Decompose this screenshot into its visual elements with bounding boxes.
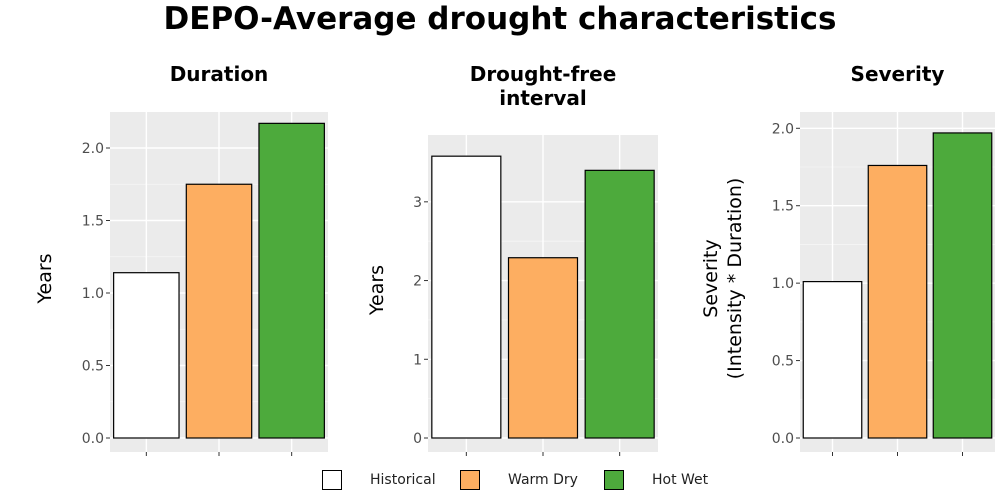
legend-key-warm-dry xyxy=(460,470,480,490)
legend-item-warm-dry: Warm Dry xyxy=(460,470,578,490)
panel-title: Severity xyxy=(851,62,945,86)
legend-label-hot-wet: Hot Wet xyxy=(652,472,709,488)
panel-title: Duration xyxy=(170,62,269,86)
legend-item-hot-wet: Hot Wet xyxy=(604,470,708,490)
bar-warm-dry xyxy=(185,183,253,439)
legend-item-historical: Historical xyxy=(322,470,436,490)
y-tick-label: 1 xyxy=(413,352,422,368)
bar-hot-wet xyxy=(932,132,993,439)
y-axis-label: Years xyxy=(34,253,56,304)
legend: Historical Warm Dry Hot Wet xyxy=(0,470,1000,496)
legend-label-historical: Historical xyxy=(370,472,436,488)
bar-warm-dry xyxy=(867,164,928,439)
y-axis-label: Years xyxy=(366,265,388,316)
y-tick-label: 1.5 xyxy=(82,214,104,230)
y-tick-label: 0 xyxy=(413,431,422,447)
charts-area: 0.0 0.5 1.0 1.5 2.0 Duration Years 0 1 2 3 Drought-… xyxy=(34,62,995,456)
y-tick-label: 0.5 xyxy=(82,359,104,375)
y-axis-label: Severity xyxy=(700,239,722,317)
y-tick-label: 1.0 xyxy=(82,286,104,302)
y-tick-label: 3 xyxy=(413,195,422,211)
bar-historical xyxy=(802,280,863,439)
bar-historical xyxy=(113,272,180,439)
panel-title: interval xyxy=(499,86,586,110)
bar-hot-wet xyxy=(584,169,655,439)
y-tick-label: 1.5 xyxy=(772,199,794,215)
legend-key-historical xyxy=(322,470,342,490)
y-tick-label: 0.0 xyxy=(82,431,104,447)
bar-historical xyxy=(431,155,502,439)
panel-title: Drought-free xyxy=(470,62,617,86)
page-title: DEPO-Average drought characteristics xyxy=(163,1,837,37)
panel-duration: 0.0 0.5 1.0 1.5 2.0 Duration Years xyxy=(34,62,328,456)
bar-warm-dry xyxy=(507,257,579,439)
legend-key-hot-wet xyxy=(604,470,624,490)
legend-label-warm-dry: Warm Dry xyxy=(508,472,578,488)
bar-hot-wet xyxy=(258,122,325,439)
y-tick-label: 2.0 xyxy=(82,141,104,157)
y-tick-label: 1.0 xyxy=(772,276,794,292)
y-tick-label: 0.5 xyxy=(772,354,794,370)
y-tick-label: 0.0 xyxy=(772,431,794,447)
y-tick-label: 2.0 xyxy=(772,121,794,137)
y-tick-label: 2 xyxy=(413,274,422,290)
y-axis-label: (Intensity * Duration) xyxy=(724,178,746,380)
